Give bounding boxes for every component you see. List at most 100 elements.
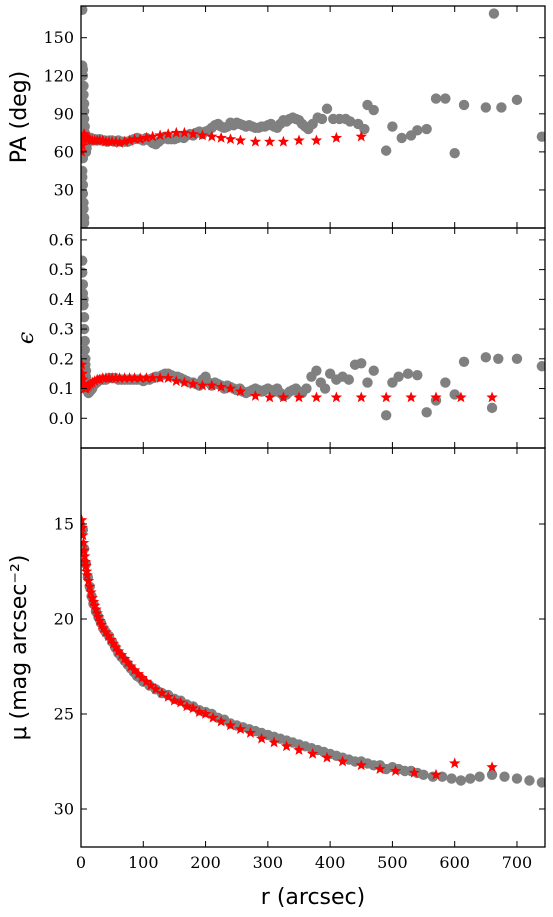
pa-point-121 — [421, 123, 432, 135]
eps-model-star-39 — [293, 391, 305, 403]
eps-model-star-45 — [430, 391, 442, 403]
pa-ytick-label: 120 — [43, 66, 74, 85]
xtick-label: 600 — [439, 853, 470, 872]
mu-model-star-51 — [255, 732, 268, 744]
pa-model-star-30 — [178, 126, 191, 138]
eps-model-star-26 — [154, 372, 166, 383]
mu-model-star-63 — [448, 757, 461, 769]
pa-point-26 — [81, 217, 90, 228]
pa-point-4 — [81, 80, 89, 92]
eps-model-star-33 — [215, 381, 227, 392]
pa-model-star-21 — [118, 135, 131, 147]
eps-model-star-46 — [455, 391, 467, 403]
pa-point-128 — [496, 102, 507, 113]
mu-model-star-32 — [128, 664, 141, 676]
pa-point-113 — [359, 123, 370, 135]
eps-point-101 — [356, 358, 367, 369]
mu-model-star-31 — [125, 660, 137, 672]
xtick-label: 500 — [377, 853, 408, 872]
eps-point-108 — [412, 369, 423, 381]
xtick-label: 200 — [190, 853, 221, 872]
mu-panel-marks — [81, 514, 545, 788]
pa-point-107 — [321, 103, 333, 114]
mu-model-star-41 — [174, 696, 187, 708]
ellipticity-panel-marks — [81, 255, 545, 421]
mu-point-73 — [465, 773, 476, 784]
mu-model-star-29 — [118, 652, 131, 664]
pa-model-star-27 — [154, 129, 166, 141]
mu-model-star-62 — [430, 768, 442, 780]
mu-point-68 — [418, 769, 429, 780]
eps-model-star-29 — [178, 376, 191, 388]
mu-model-star-49 — [234, 723, 247, 735]
mu-model-star-52 — [268, 736, 280, 748]
eps-model-star-21 — [123, 372, 136, 383]
mu-model-star-36 — [145, 679, 157, 691]
xtick-label: 0 — [76, 853, 86, 872]
eps-model-star-11 — [89, 375, 101, 386]
eps-point-2 — [81, 279, 89, 290]
mu-model-star-60 — [389, 765, 402, 776]
eps-model-star-36 — [249, 389, 262, 401]
mu-model-star-11 — [84, 580, 96, 592]
mu-model-star-19 — [93, 614, 106, 626]
mu-model-star-40 — [168, 694, 181, 706]
eps-point-1 — [81, 267, 88, 278]
pa-model-star-32 — [196, 129, 209, 141]
eps-model-star-42 — [355, 391, 367, 403]
mu-model-star-59 — [374, 763, 386, 774]
pa-point-125 — [458, 99, 470, 111]
eps-point-118 — [536, 361, 545, 372]
pa-model-star-0 — [81, 145, 88, 157]
mu-model-star-47 — [215, 715, 227, 727]
pa-point-129 — [511, 94, 523, 106]
eps-point-117 — [511, 353, 523, 365]
pa-point-123 — [440, 93, 451, 104]
mu-point-76 — [499, 771, 510, 782]
mu-point-77 — [511, 773, 523, 784]
mu-model-star-57 — [336, 755, 349, 767]
mu-model-star-33 — [132, 668, 145, 679]
eps-model-star-20 — [118, 372, 131, 383]
eps-model-star-37 — [264, 391, 276, 403]
mu-model-star-56 — [321, 751, 333, 763]
eps-point-6 — [81, 311, 90, 323]
mu-model-star-42 — [181, 700, 193, 712]
eps-point-113 — [458, 356, 470, 367]
mu-model-star-34 — [136, 671, 148, 683]
mu-model-star-25 — [107, 637, 120, 649]
mu-model-star-17 — [91, 607, 103, 619]
mu-model-star-30 — [122, 656, 134, 668]
pa-point-116 — [380, 145, 392, 156]
mu-model-star-50 — [244, 727, 257, 738]
eps-model-star-43 — [380, 391, 392, 403]
eps-ytick-label: 0.3 — [49, 320, 74, 339]
mu-model-star-55 — [306, 747, 319, 759]
eps-model-star-35 — [234, 385, 247, 397]
mu-model-star-12 — [85, 586, 97, 598]
eps-model-star-19 — [113, 372, 126, 383]
mu-model-star-23 — [102, 630, 115, 641]
eps-model-star-0 — [81, 358, 88, 370]
mu-model-star-2 — [81, 529, 89, 541]
mu-model-star-38 — [156, 687, 168, 698]
mu-model-star-39 — [162, 690, 174, 702]
eps-model-star-41 — [330, 391, 343, 403]
eps-ytick-label: 0.2 — [49, 349, 74, 368]
eps-ytick-label: 0.4 — [49, 290, 74, 309]
eps-model-star-23 — [134, 372, 146, 383]
mu-model-star-7 — [81, 559, 92, 571]
pa-model-star-28 — [162, 128, 174, 139]
eps-model-star-10 — [86, 376, 98, 388]
xtick-label: 700 — [502, 853, 533, 872]
mu-model-star-27 — [112, 645, 125, 657]
mu-point-79 — [536, 777, 545, 788]
pa-ytick-label: 150 — [43, 28, 74, 47]
eps-model-star-30 — [187, 378, 199, 389]
eps-point-95 — [319, 383, 331, 394]
mu-model-star-44 — [193, 706, 206, 717]
eps-point-104 — [380, 410, 392, 421]
pa-model-star-34 — [215, 131, 227, 143]
pa-point-118 — [396, 132, 407, 144]
